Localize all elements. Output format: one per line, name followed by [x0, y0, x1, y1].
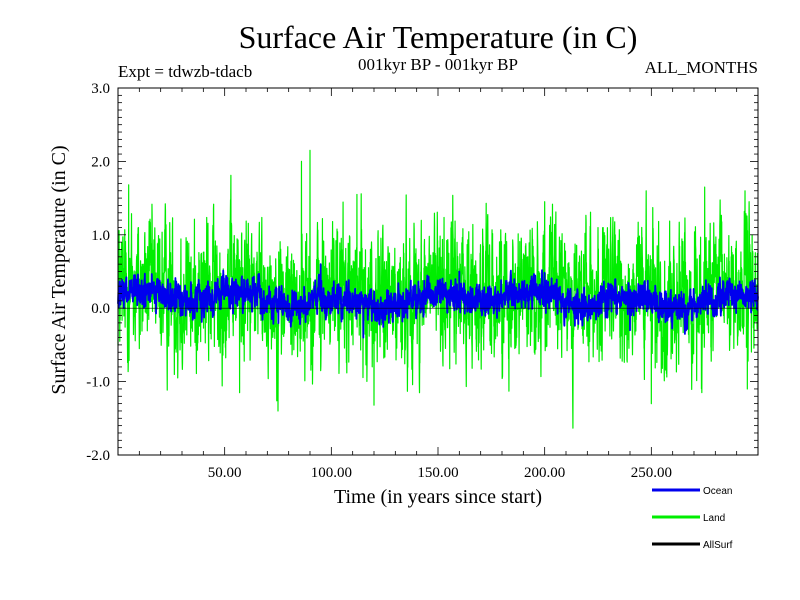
time-range-label: 001kyr BP - 001kyr BP: [358, 55, 518, 74]
y-axis-label: Surface Air Temperature (in C): [48, 145, 70, 394]
y-tick-label: -1.0: [86, 375, 110, 391]
legend-label-allsurf: AllSurf: [703, 540, 733, 551]
legend-label-land: Land: [703, 513, 725, 524]
y-tick-label: 2.0: [91, 154, 110, 170]
x-tick-label: 100.00: [311, 465, 352, 481]
y-tick-label: -2.0: [86, 448, 110, 464]
experiment-label: Expt = tdwzb-tdacb: [118, 62, 252, 81]
series-layer: [117, 149, 759, 429]
months-label: ALL_MONTHS: [645, 58, 758, 77]
legend: Ocean Land AllSurf: [652, 486, 733, 551]
x-tick-label: 50.00: [208, 465, 242, 481]
y-tick-label: 3.0: [91, 81, 110, 97]
y-tick-labels: -2.0 -1.0 0.0 1.0 2.0 3.0: [86, 81, 110, 464]
legend-label-ocean: Ocean: [703, 486, 732, 497]
x-axis-label: Time (in years since start): [334, 486, 542, 508]
x-tick-labels: 50.00 100.00 150.00 200.00 250.00: [208, 465, 672, 481]
chart-title: Surface Air Temperature (in C): [239, 19, 638, 55]
x-tick-label: 150.00: [417, 465, 458, 481]
x-tick-label: 250.00: [631, 465, 672, 481]
minor-ticks: [118, 87, 758, 456]
series-line-ocean: [117, 263, 759, 339]
y-tick-label: 0.0: [91, 301, 110, 317]
x-tick-label: 200.00: [524, 465, 565, 481]
y-tick-label: 1.0: [91, 228, 110, 244]
